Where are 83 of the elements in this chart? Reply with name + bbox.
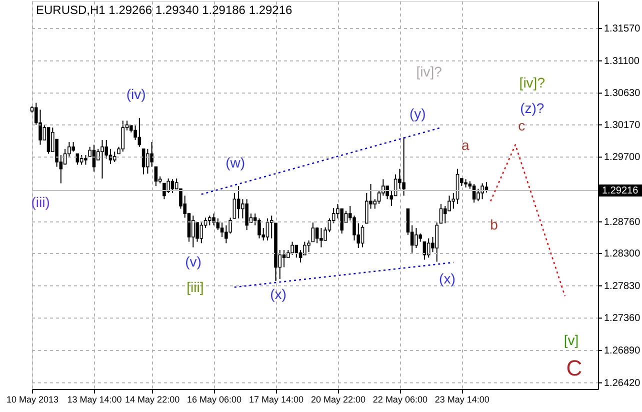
x-tick-label: 20 May 22:00 <box>310 394 366 404</box>
ref-line-label: 1.29216 <box>602 185 639 196</box>
chart-title: EURUSD,H1 1.29266 1.29340 1.29186 1.29216 <box>36 3 293 17</box>
annotation: (iv) <box>126 86 146 102</box>
x-tick-label: 22 May 06:00 <box>372 394 428 404</box>
candlestick <box>162 182 166 200</box>
x-tick-label: 13 May 14:00 <box>67 394 122 404</box>
candlestick <box>236 186 240 219</box>
candlestick <box>258 218 261 239</box>
candlestick <box>200 222 204 244</box>
candlestick <box>100 139 104 179</box>
annotation: C <box>566 355 582 380</box>
candlestick <box>476 188 480 202</box>
candlestick <box>266 218 270 241</box>
candlestick <box>386 186 389 200</box>
y-tick-label: 1.27360 <box>604 313 641 324</box>
annotation: (v) <box>185 254 202 270</box>
x-tick-label: 16 May 06:00 <box>187 394 242 404</box>
y-tick-label: 1.26890 <box>604 345 641 356</box>
candlestick <box>80 154 84 166</box>
annotation: c <box>518 117 526 134</box>
candlestick <box>311 222 315 242</box>
y-tick-label: 1.29700 <box>604 152 641 164</box>
y-tick-label: 1.27830 <box>604 280 641 292</box>
candlestick <box>196 222 199 242</box>
annotation: [v] <box>564 332 579 348</box>
candlestick <box>220 222 224 238</box>
candlestick <box>146 148 150 174</box>
annotation: (w) <box>226 154 246 171</box>
y-tick-label: 1.28760 <box>604 216 641 228</box>
annotation: (iii) <box>31 194 50 210</box>
candlestick <box>212 213 216 226</box>
candlestick <box>245 198 248 231</box>
candlestick <box>270 215 274 239</box>
candlestick <box>282 250 286 268</box>
annotation: [iv]? <box>519 74 546 90</box>
candlestick <box>166 178 170 194</box>
candlestick <box>320 228 323 248</box>
candlestick <box>216 218 220 231</box>
annotation: b <box>490 216 498 232</box>
candlestick <box>150 142 154 168</box>
annotation: (x) <box>439 270 456 286</box>
candlestick <box>72 142 75 152</box>
candlestick <box>414 228 418 248</box>
candlestick <box>402 136 406 196</box>
candlestick <box>191 215 195 248</box>
candlestick <box>315 226 319 244</box>
y-tick-label: 1.30630 <box>604 88 641 100</box>
x-tick-label: 17 May 14:00 <box>248 394 304 404</box>
candlestick <box>121 120 125 152</box>
candlestick <box>480 182 484 200</box>
candlestick <box>228 217 232 234</box>
candlestick <box>232 192 236 219</box>
candlestick <box>290 241 294 256</box>
annotation: (x) <box>270 286 286 302</box>
annotation: [iii] <box>186 279 204 296</box>
candlestick <box>208 215 212 226</box>
x-tick-label: 23 May 14:00 <box>434 394 490 404</box>
candlestick <box>360 224 364 248</box>
y-tick-label: 1.31100 <box>604 56 640 67</box>
y-tick-label: 1.31570 <box>604 24 641 35</box>
candlestick <box>426 238 430 258</box>
y-tick-label: 1.28300 <box>604 248 641 260</box>
candlestick <box>364 192 368 224</box>
candlestick <box>307 240 310 253</box>
annotation: (z)? <box>520 100 544 116</box>
candlestick <box>352 215 356 241</box>
x-tick-label: 14 May 22:00 <box>125 394 180 404</box>
candlestick <box>84 154 88 166</box>
y-tick-label: 1.30170 <box>604 120 641 131</box>
candlestick <box>112 151 116 162</box>
x-tick-label: 10 May 2013 <box>6 394 59 404</box>
candlestick <box>38 109 42 146</box>
annotation: (y) <box>409 106 426 122</box>
candlestick <box>340 208 344 234</box>
candlestick <box>303 241 306 256</box>
candlestick <box>435 222 439 262</box>
candlestick <box>104 139 108 160</box>
annotation: a <box>461 137 470 154</box>
candlestick <box>154 166 158 187</box>
y-tick-label: 1.26420 <box>604 378 641 389</box>
annotation: [iv]? <box>416 64 442 80</box>
candlestick <box>448 195 451 212</box>
